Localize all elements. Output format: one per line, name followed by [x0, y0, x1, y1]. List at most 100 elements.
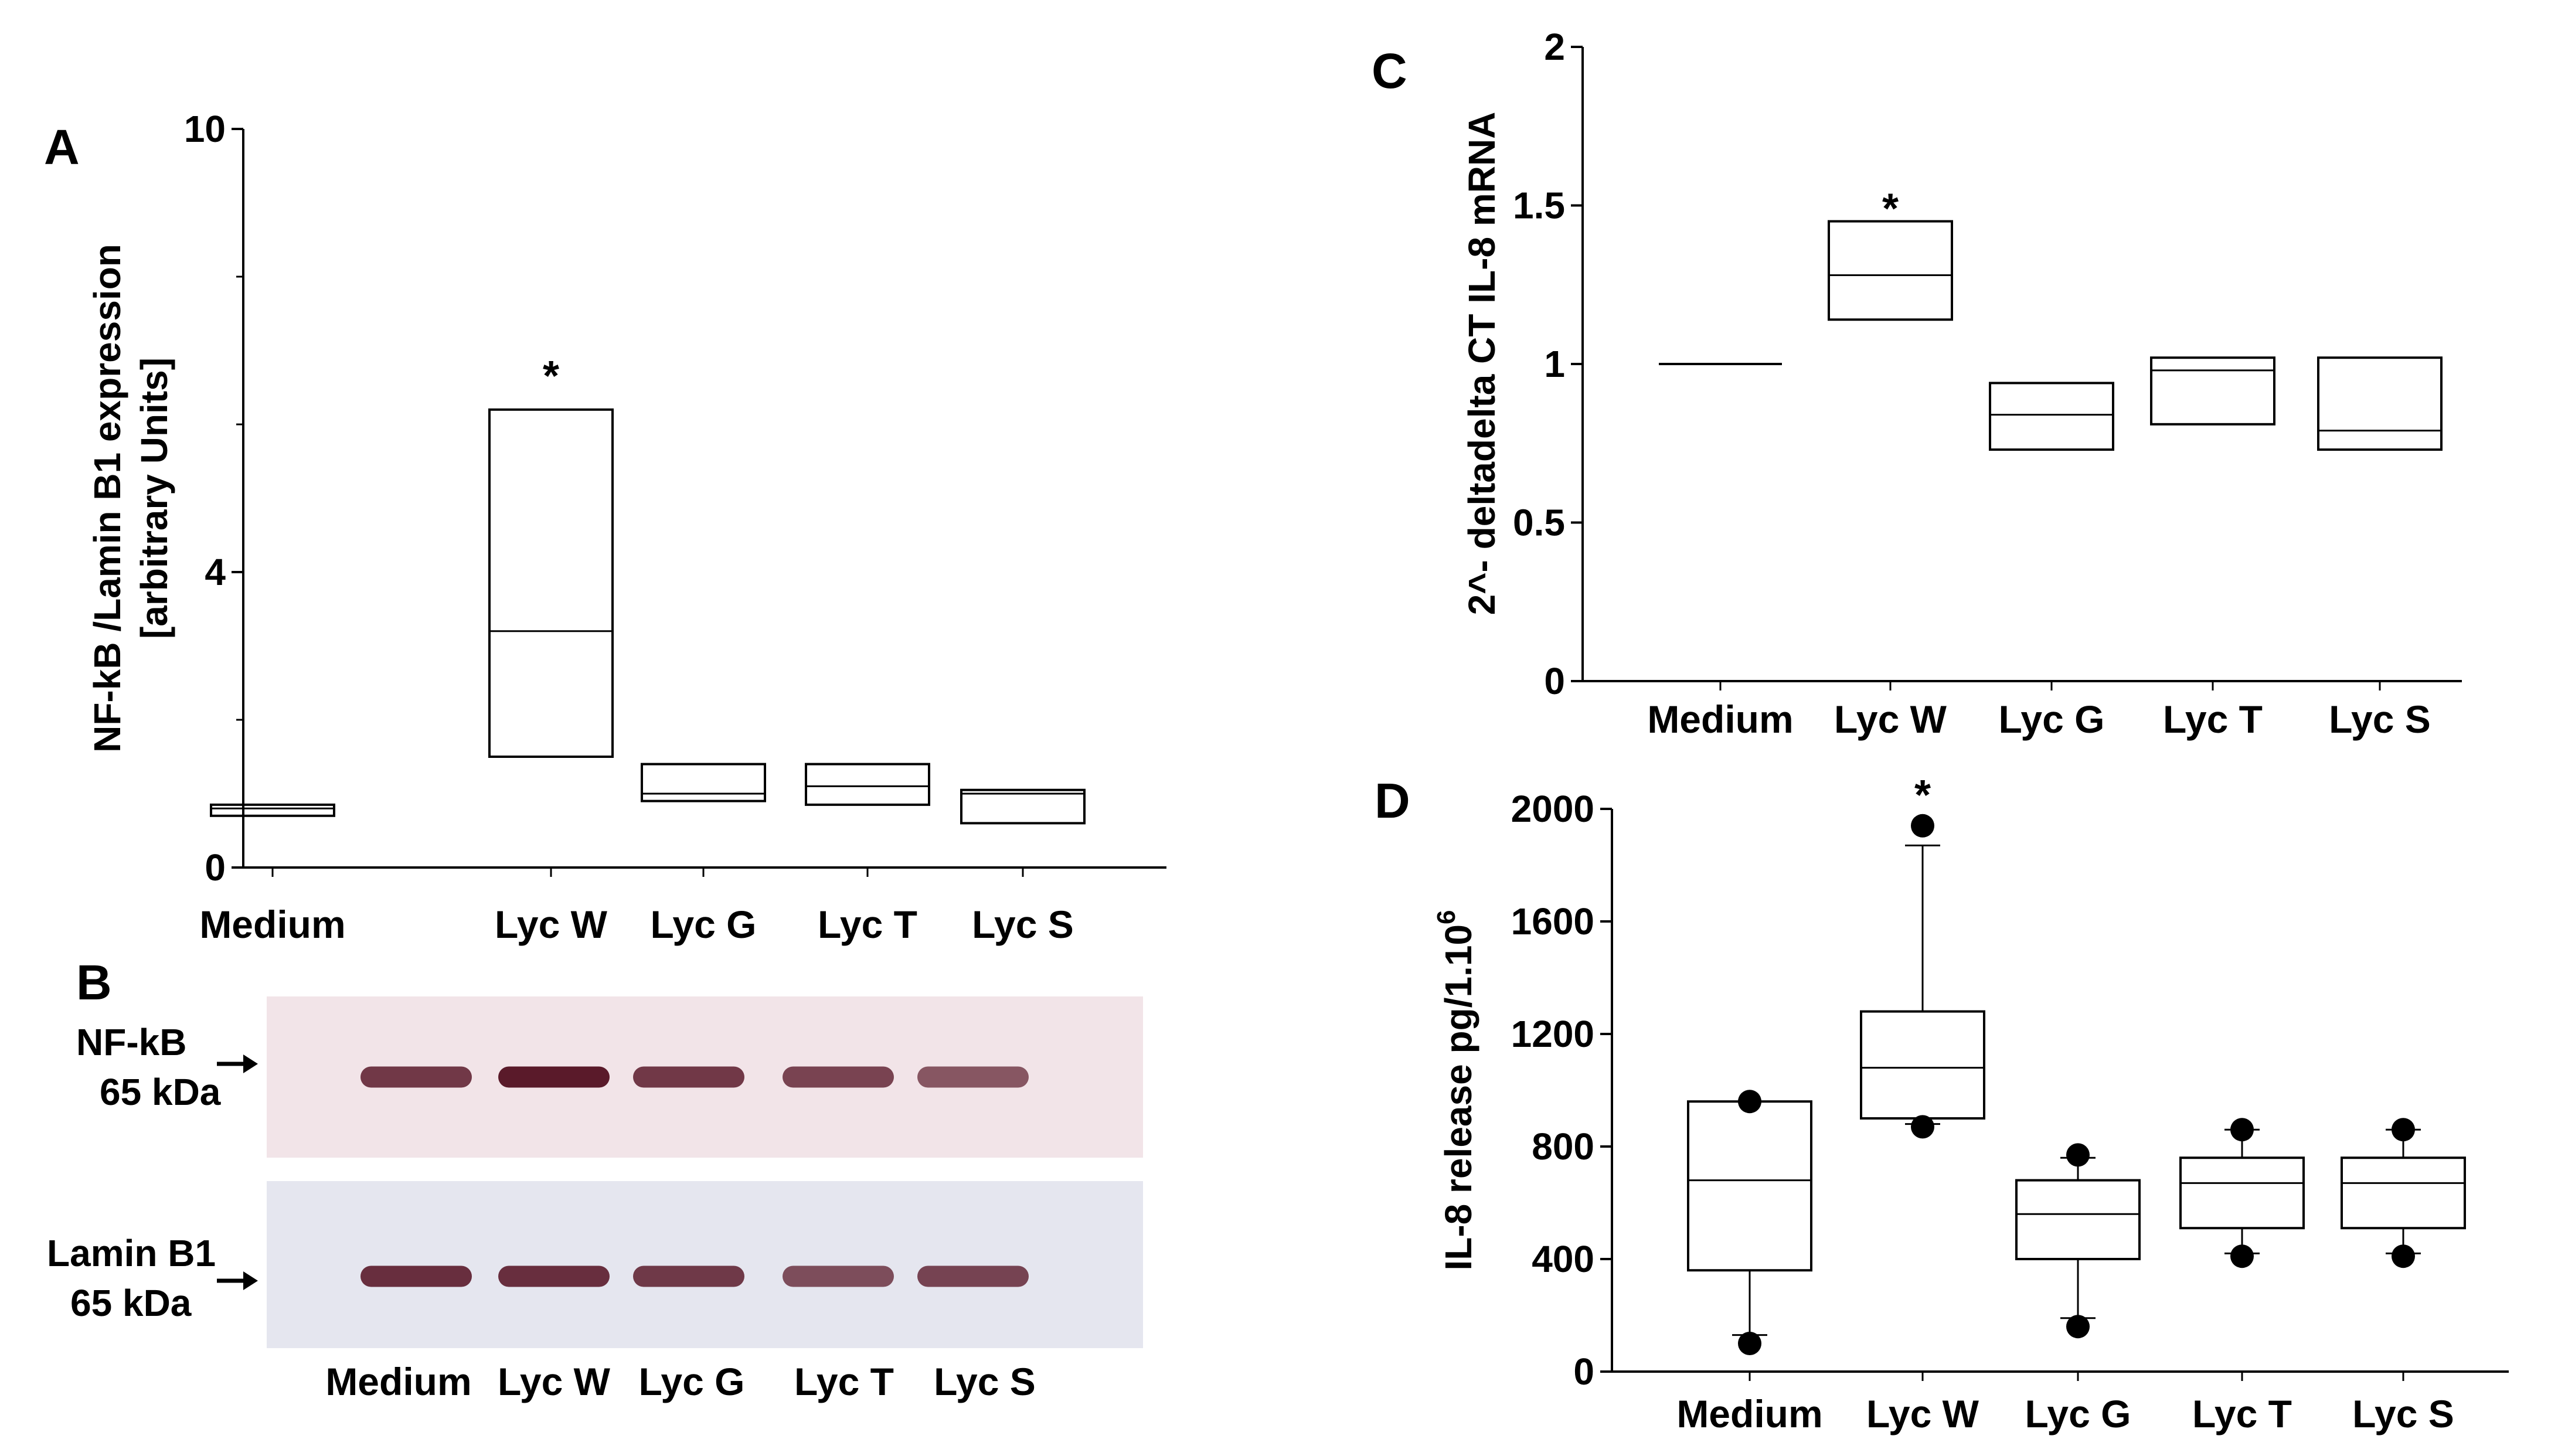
box-c-3	[1989, 382, 2114, 451]
significance-star-a: *	[543, 353, 559, 400]
blot-label-lamin: Lamin B1 65 kDa	[47, 1232, 216, 1324]
category-label-a: Medium	[199, 903, 345, 946]
blot-band	[783, 1066, 894, 1088]
box-d-1	[1687, 1090, 1812, 1355]
box-a-1	[210, 803, 335, 817]
outlier-point	[2066, 1315, 2090, 1339]
box-iqr	[2015, 1179, 2141, 1260]
y-tick-label-c: 0	[1544, 660, 1565, 702]
category-label-a: Lyc G	[651, 903, 757, 946]
panel-d: D 0 400 800 1200 1600 2000 Medium Lyc W Lyc G Lyc…	[1375, 772, 2509, 1435]
y-axis-title-superscript: 6	[1432, 910, 1461, 924]
y-tick-label-d: 2000	[1511, 788, 1594, 830]
box-d-2	[1860, 814, 1985, 1139]
blot-band	[633, 1266, 744, 1287]
category-label-a: Lyc T	[818, 903, 917, 946]
y-tick-label-d: 1200	[1511, 1013, 1594, 1055]
box-iqr	[1989, 382, 2114, 451]
box-iqr	[1860, 1010, 1985, 1120]
category-label-d: Medium	[1676, 1392, 1822, 1435]
category-label-d: Lyc G	[2025, 1392, 2131, 1435]
box-d-3	[2015, 1143, 2141, 1339]
y-tick-label-c: 1.5	[1513, 185, 1565, 227]
blot-lane-label: Lyc S	[934, 1360, 1036, 1403]
y-tick-label-c: 1	[1544, 343, 1565, 385]
box-iqr	[1828, 220, 1953, 321]
y-axis-title-a: NF-kB /Lamin B1 expression [arbitrary Uni…	[86, 244, 175, 753]
blot-lane-label: Lyc G	[639, 1360, 745, 1403]
blot-label-line: Lamin B1	[47, 1232, 216, 1274]
panel-b: B NF-kB 65 kDa Lamin B1 65 kDa Medium Lyc W Ly…	[47, 955, 1143, 1403]
outlier-point	[1911, 814, 1934, 838]
y-tick-label-d: 1600	[1511, 900, 1594, 943]
blot-lane-label: Lyc T	[794, 1360, 894, 1403]
y-axis-title-d: IL-8 release pg/1.106	[1432, 910, 1479, 1270]
blot-lane-label: Medium	[325, 1360, 471, 1403]
y-axis-title-line: [arbitrary Units]	[133, 358, 175, 639]
blot-band	[360, 1266, 472, 1287]
y-tick-label-c: 2	[1544, 26, 1565, 68]
box-a-5	[960, 788, 1086, 825]
panel-letter-c: C	[1372, 43, 1407, 98]
box-c-4	[2150, 356, 2275, 426]
significance-star-d: *	[1914, 772, 1931, 819]
blot-strip-nfkb: NF-kB 65 kDa	[76, 996, 1143, 1158]
blot-band	[633, 1066, 744, 1088]
blot-label-line: 65 kDa	[100, 1071, 221, 1113]
panel-c: C 0 0.5 1 1.5 2 Medium Lyc W Lyc G Lyc T Lyc S 2^-…	[1372, 26, 2462, 741]
panel-letter-d: D	[1375, 773, 1410, 828]
blot-label-line: NF-kB	[76, 1021, 186, 1063]
category-label-d: Lyc S	[2352, 1392, 2454, 1435]
blot-membrane	[267, 1181, 1143, 1348]
blot-band	[783, 1266, 894, 1287]
box-iqr	[488, 408, 614, 758]
category-label-a: Lyc W	[495, 903, 608, 946]
panel-a: A 0 4 10 Medium Lyc W Lyc G Lyc T Lyc S NF-kB /L…	[44, 108, 1166, 946]
y-tick-label-a: 0	[205, 846, 226, 889]
box-a-2	[488, 408, 614, 758]
box-iqr	[805, 763, 930, 806]
box-iqr	[2150, 356, 2275, 426]
blot-arrow-head	[243, 1271, 258, 1290]
blot-band	[498, 1266, 610, 1287]
category-label-c: Medium	[1647, 698, 1793, 741]
y-axis-title-text: IL-8 release pg/1.10	[1437, 924, 1479, 1271]
y-tick-label-a: 10	[184, 108, 226, 150]
blot-band	[360, 1066, 472, 1088]
outlier-point	[2392, 1118, 2415, 1142]
blot-label-line: 65 kDa	[70, 1282, 192, 1324]
outlier-point	[1738, 1332, 1761, 1355]
y-tick-label-c: 0.5	[1513, 502, 1565, 544]
outlier-point	[2230, 1118, 2254, 1142]
box-iqr	[2179, 1156, 2305, 1230]
box-d-4	[2179, 1118, 2305, 1268]
y-axis-title-c: 2^- deltadelta CT IL-8 mRNA	[1461, 112, 1503, 615]
category-label-c: Lyc G	[1999, 698, 2105, 741]
y-axis-title-line: NF-kB /Lamin B1 expression	[86, 244, 128, 753]
box-iqr	[641, 763, 766, 802]
box-iqr	[1687, 1100, 1812, 1272]
category-label-d: Lyc T	[2192, 1392, 2292, 1435]
y-tick-label-d: 800	[1532, 1125, 1594, 1168]
outlier-point	[2392, 1244, 2415, 1268]
box-c-5	[2317, 356, 2443, 451]
box-c-2	[1828, 220, 1953, 321]
outlier-point	[1738, 1090, 1761, 1114]
category-label-d: Lyc W	[1866, 1392, 1979, 1435]
y-axis-title-text: 2^- deltadelta CT IL-8 mRNA	[1461, 112, 1503, 615]
blot-band	[917, 1066, 1029, 1088]
y-tick-label-d: 400	[1532, 1238, 1594, 1280]
panel-letter-b: B	[76, 955, 112, 1010]
blot-strip-lamin: Lamin B1 65 kDa	[47, 1181, 1143, 1348]
box-iqr	[2317, 356, 2443, 451]
blot-band	[917, 1266, 1029, 1287]
category-label-c: Lyc W	[1834, 698, 1947, 741]
y-tick-label-d: 0	[1573, 1350, 1594, 1393]
box-iqr	[960, 788, 1086, 825]
box-iqr	[210, 803, 335, 817]
y-tick-label-a: 4	[205, 551, 226, 593]
panel-letter-a: A	[44, 120, 80, 175]
blot-arrow-head	[243, 1054, 258, 1073]
outlier-point	[2066, 1143, 2090, 1167]
